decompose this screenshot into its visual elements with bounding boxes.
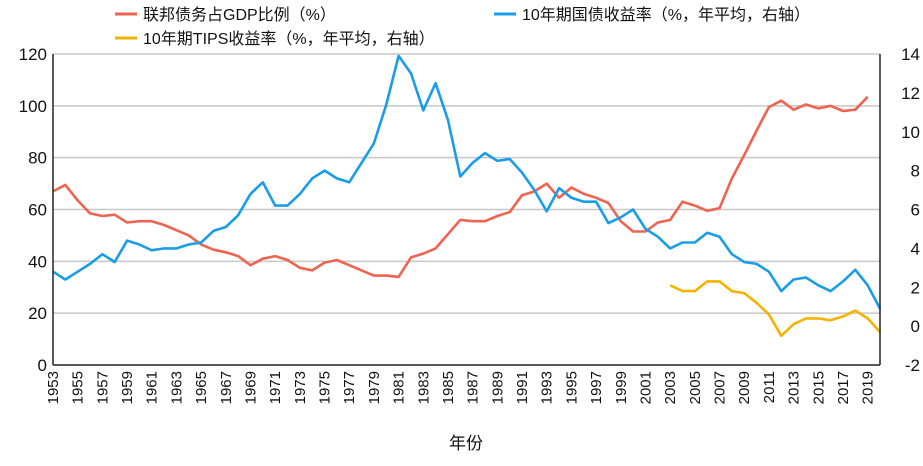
x-tick-label: 1969 — [242, 371, 259, 404]
x-tick-label: 2017 — [835, 371, 852, 404]
y-left-tick-label: 0 — [38, 356, 47, 375]
x-tick-label: 2009 — [736, 371, 753, 404]
x-tick-label: 1999 — [613, 371, 630, 404]
y-right-tick-label: 2 — [911, 278, 920, 297]
x-tick-label: 1959 — [119, 371, 136, 404]
x-tick-label: 1991 — [514, 371, 531, 404]
y-right-tick-label: 4 — [911, 239, 920, 258]
x-tick-label: 2015 — [810, 371, 827, 404]
x-tick-label: 2003 — [662, 371, 679, 404]
legend-label-tips: 10年期TIPS收益率（%，年平均，右轴） — [143, 30, 435, 48]
x-tick-label: 1977 — [341, 371, 358, 404]
x-tick-label: 2011 — [761, 371, 778, 403]
x-tick-label: 2019 — [860, 371, 877, 404]
x-tick-label: 1997 — [588, 371, 605, 404]
y-left-tick-label: 20 — [28, 304, 47, 323]
x-tick-label: 1961 — [144, 371, 161, 404]
legend-item-debt: 联邦债务占GDP比例（%） — [115, 6, 336, 24]
x-tick-label: 2007 — [712, 371, 729, 404]
legend-item-treasury: 10年期国债收益率（%，年平均，右轴） — [494, 6, 810, 24]
y-left-tick-label: 40 — [28, 252, 47, 271]
x-axis-label: 年份 — [449, 434, 483, 453]
y-left-tick-label: 80 — [28, 149, 47, 168]
series-line-0 — [52, 95, 869, 279]
y-right-tick-label: 14 — [901, 45, 920, 64]
x-tick-label: 1987 — [465, 371, 482, 404]
y-left-tick-label: 120 — [19, 45, 47, 64]
tick-labels: 0 20 40 60 80 100 120 -2 0 2 4 6 8 10 12 14 1953 1955 1957… — [19, 45, 920, 404]
legend: 联邦债务占GDP比例（%） 10年期国债收益率（%，年平均，右轴） 10年期TI… — [115, 6, 810, 48]
y-left-tick-label: 60 — [28, 201, 47, 220]
y-right-tick-label: 12 — [901, 84, 920, 103]
axes — [52, 54, 881, 366]
x-tick-label: 1965 — [193, 371, 210, 404]
x-tick-label: 1957 — [94, 371, 111, 404]
gridlines — [53, 53, 880, 314]
x-tick-label: 2005 — [687, 371, 704, 404]
x-tick-label: 1971 — [267, 371, 284, 404]
x-tick-label: 2013 — [786, 371, 803, 404]
x-tick-label: 1981 — [391, 371, 408, 404]
series-lines — [52, 54, 882, 338]
x-tick-label: 1983 — [415, 371, 432, 404]
x-tick-label: 2001 — [637, 371, 654, 404]
x-tick-label: 1967 — [218, 371, 235, 404]
x-tick-label: 1979 — [366, 371, 383, 404]
x-tick-label: 1953 — [45, 371, 62, 404]
y-right-tick-label: 0 — [911, 317, 920, 336]
x-tick-label: 1975 — [317, 371, 334, 404]
series-line-2 — [669, 280, 881, 338]
y-right-tick-label: -2 — [905, 356, 920, 375]
y-right-tick-label: 10 — [901, 123, 920, 142]
x-tick-label: 1989 — [489, 371, 506, 404]
x-tick-label: 1995 — [563, 371, 580, 404]
y-left-tick-label: 100 — [19, 97, 47, 116]
legend-item-tips: 10年期TIPS收益率（%，年平均，右轴） — [115, 30, 435, 48]
series-line-1 — [52, 54, 882, 310]
x-tick-label: 1993 — [539, 371, 556, 404]
y-right-tick-label: 6 — [911, 201, 920, 220]
legend-label-treasury: 10年期国债收益率（%，年平均，右轴） — [522, 6, 810, 24]
x-tick-label: 1985 — [440, 371, 457, 404]
x-tick-label: 1963 — [168, 371, 185, 404]
x-tick-label: 1973 — [292, 371, 309, 404]
x-tick-label: 1955 — [70, 371, 87, 404]
y-right-tick-label: 8 — [911, 162, 920, 181]
legend-label-debt: 联邦债务占GDP比例（%） — [143, 6, 336, 24]
